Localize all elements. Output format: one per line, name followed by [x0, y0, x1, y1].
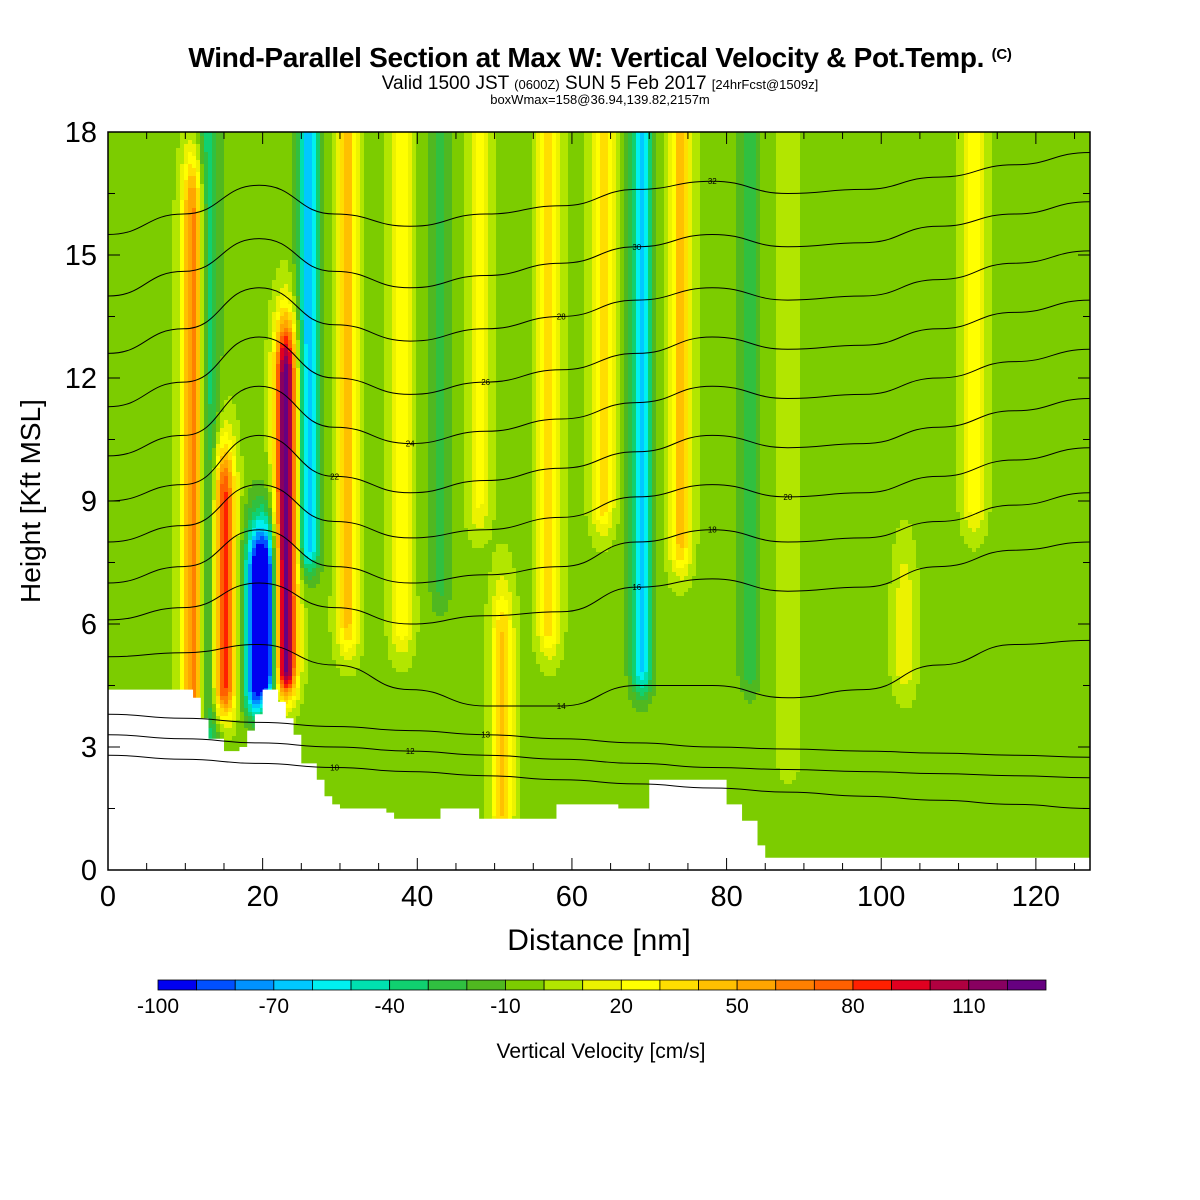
colorbar-label: Vertical Velocity [cm/s]: [497, 1040, 706, 1063]
y-tick-label: 18: [65, 117, 97, 149]
x-tick-label: 60: [556, 881, 588, 913]
contour-label-28: 28: [557, 313, 566, 322]
x-tick-label: 120: [1012, 881, 1060, 913]
contour-label-26: 26: [481, 378, 490, 387]
valid-time: Valid 1500 JST: [382, 73, 509, 94]
colorbar-swatch: [853, 980, 892, 990]
colorbar-swatch: [699, 980, 738, 990]
colorbar-swatch: [969, 980, 1008, 990]
colorbar-swatch: [197, 980, 236, 990]
contour-label-16: 16: [632, 583, 641, 592]
y-tick-label: 0: [81, 855, 97, 887]
colorbar-tick-label: 50: [725, 995, 748, 1018]
colorbar-swatch: [660, 980, 699, 990]
colorbar-tick-label: 110: [952, 995, 985, 1018]
colorbar-swatch: [274, 980, 313, 990]
x-tick-label: 80: [710, 881, 742, 913]
contour-label-13: 13: [481, 731, 490, 740]
valid-utc: (0600Z): [514, 77, 560, 92]
colorbar-swatch: [776, 980, 815, 990]
colorbar-swatch: [428, 980, 467, 990]
colorbar-tick-label: -100: [137, 995, 179, 1018]
x-tick-label: 100: [857, 881, 905, 913]
contour-label-14: 14: [557, 702, 566, 711]
chart-svg: 10121314161820222426283032 0 20 40 60 80 100 1…: [0, 0, 1200, 1200]
contour-label-12: 12: [406, 747, 415, 756]
colorbar-tick-label: 80: [841, 995, 864, 1018]
colorbar-swatch: [235, 980, 274, 990]
colorbar-swatch: [583, 980, 622, 990]
y-tick-label: 15: [65, 240, 97, 272]
chart-title-text: Wind-Parallel Section at Max W: Vertical…: [188, 42, 984, 73]
x-tick-label: 40: [401, 881, 433, 913]
y-tick-label: 6: [81, 609, 97, 641]
colorbar-swatch: [505, 980, 544, 990]
chart-title: Wind-Parallel Section at Max W: Vertical…: [0, 42, 1200, 74]
y-axis-label: Height [Kft MSL]: [15, 399, 46, 603]
colorbar-swatch: [467, 980, 506, 990]
colorbar-swatch: [892, 980, 931, 990]
forecast-info: [24hrFcst@1509z]: [712, 77, 818, 92]
colorbar-swatch: [1007, 980, 1046, 990]
contour-label-22: 22: [330, 472, 339, 481]
colorbar-swatch: [544, 980, 583, 990]
x-tick-label: 20: [247, 881, 279, 913]
colorbar-tick-label: -40: [374, 995, 404, 1018]
colorbar-swatch: [158, 980, 197, 990]
colorbar-swatch: [930, 980, 969, 990]
y-tick-label: 12: [65, 363, 97, 395]
colorbar-swatch: [351, 980, 390, 990]
colorbar-tick-label: -70: [259, 995, 289, 1018]
x-axis-label: Distance [nm]: [507, 924, 690, 957]
colorbar-swatch: [737, 980, 776, 990]
y-tick-label: 9: [81, 486, 97, 518]
colorbar: -100 -70 -40 -10 20 50 80 110: [137, 980, 1046, 1018]
colorbar-swatch: [621, 980, 660, 990]
colorbar-swatch: [312, 980, 351, 990]
y-tick-label: 3: [81, 732, 97, 764]
colorbar-swatch: [390, 980, 429, 990]
contour-label-32: 32: [708, 177, 717, 186]
copyright-mark: (C): [992, 46, 1012, 63]
contour-label-30: 30: [632, 243, 641, 252]
box-wmax-info: boxWmax=158@36.94,139.82,2157m: [0, 92, 1200, 107]
colorbar-swatch: [814, 980, 853, 990]
contour-label-20: 20: [783, 493, 792, 502]
contour-label-24: 24: [406, 440, 415, 449]
contour-label-18: 18: [708, 526, 717, 535]
colorbar-tick-label: -10: [490, 995, 520, 1018]
x-tick-label: 0: [100, 881, 116, 913]
colorbar-tick-label: 20: [610, 995, 633, 1018]
valid-date: SUN 5 Feb 2017: [565, 73, 707, 94]
contour-label-10: 10: [330, 764, 339, 773]
